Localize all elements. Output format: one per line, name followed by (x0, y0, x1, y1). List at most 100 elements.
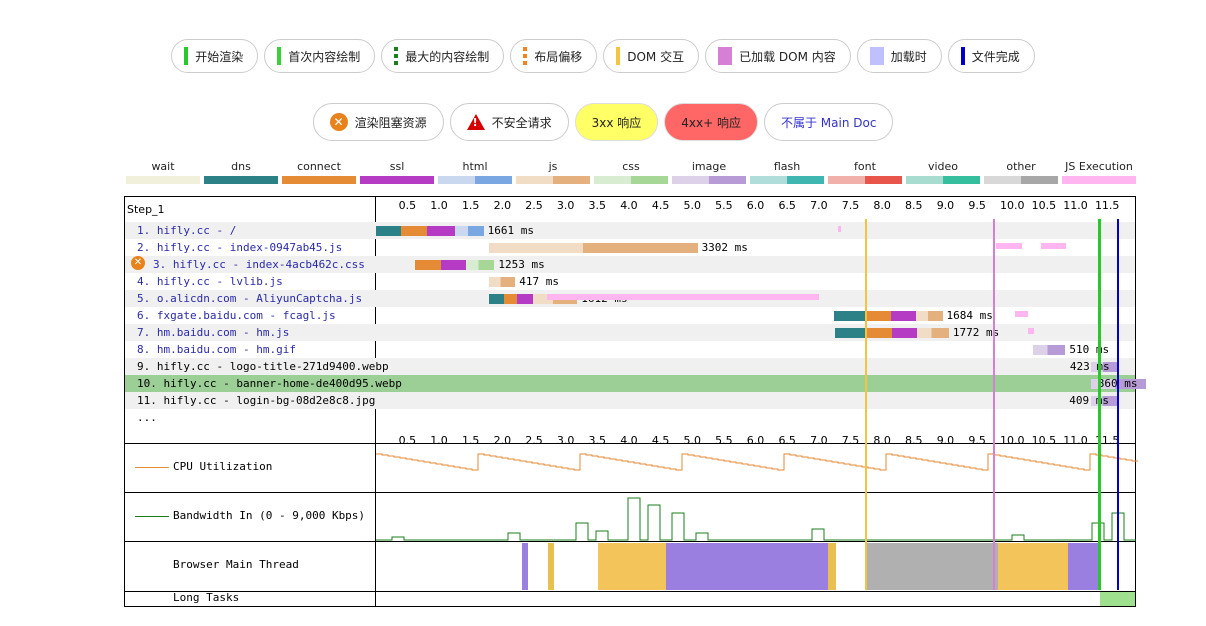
marker-line-icon (616, 47, 621, 65)
request-row[interactable]: 9. hifly.cc - logo-title-271d9400.webp 42… (125, 358, 1135, 375)
legend-label: 加载时 (890, 49, 927, 64)
request-row[interactable]: 6. fxgate.baidu.com - fcagl.js 1684 ms (125, 307, 1135, 324)
axis-tick-label: 3.5 (588, 199, 607, 212)
request-label: 7. hm.baidu.com - hm.js (137, 326, 290, 339)
type-legend-item: html (436, 160, 514, 184)
duration-label: 510 ms (1069, 343, 1110, 356)
type-label: video (927, 160, 959, 173)
request-row[interactable]: 10. hifly.cc - banner-home-de400d95.webp… (125, 375, 1146, 392)
request-label: 9. hifly.cc - logo-title-271d9400.webp (137, 360, 389, 373)
duration-label: 3302 ms (701, 241, 748, 254)
image-download-bar (1091, 362, 1118, 372)
type-legend-item: dns (202, 160, 280, 184)
type-legend-item: JS Execution (1060, 160, 1138, 184)
response-legend: ✕ 渲染阻塞资源! 不安全请求 3xx 响应 4xx+ 响应 不属于 Main Doc (0, 103, 1206, 141)
request-label: 3. hifly.cc - index-4acb462c.css (153, 258, 365, 271)
connect-bar (401, 226, 427, 236)
duration-label: 1772 ms (952, 326, 1000, 339)
type-label: flash (773, 160, 801, 173)
type-label: image (691, 160, 727, 173)
type-label: ssl (389, 160, 405, 173)
request-label: 6. fxgate.baidu.com - fcagl.js (137, 309, 336, 322)
type-swatch (282, 176, 356, 184)
type-swatch (750, 176, 824, 184)
legend-label: DOM 交互 (627, 49, 685, 64)
ssl-bar (517, 294, 533, 304)
legend-pill: 4xx+ 响应 (664, 103, 758, 141)
type-legend-item: image (670, 160, 748, 184)
type-swatch (672, 176, 746, 184)
type-swatch (1062, 176, 1136, 184)
dom-content-loaded-line (993, 219, 996, 590)
type-legend-item: font (826, 160, 904, 184)
dns-bar (833, 311, 866, 321)
connect-bar (865, 311, 891, 321)
axis-tick-label: 5.0 (683, 199, 702, 212)
axis-tick-label: 6.5 (778, 199, 796, 212)
document-complete-line (1116, 219, 1119, 590)
type-label: JS Execution (1065, 160, 1133, 173)
duration-label: 1661 ms (487, 224, 534, 237)
js-download-bar (488, 243, 698, 253)
start-render-line (1097, 219, 1101, 590)
js-execution-bar (996, 243, 1022, 249)
request-row[interactable]: 11. hifly.cc - login-bg-08d2e8c8.jpg 409 … (125, 392, 1135, 409)
type-label: wait (151, 160, 175, 173)
request-row[interactable]: 1. hifly.cc - / 1661 ms (125, 222, 1135, 239)
request-label-column (125, 197, 376, 445)
cpu-legend-line (135, 467, 169, 468)
type-legend-item: js (514, 160, 592, 184)
cpu-utilization-graph (376, 453, 1138, 471)
duration-label: 409 ms (1069, 394, 1109, 407)
request-label: 4. hifly.cc - lvlib.js (137, 275, 283, 288)
warning-icon: ! (466, 114, 485, 130)
axis-tick-label: 5.5 (715, 199, 733, 212)
connect-bar (415, 260, 441, 270)
main-thread-activity (666, 543, 828, 590)
type-label: dns (231, 160, 251, 173)
bandwidth-label: Bandwidth In (0 - 9,000 Kbps) (173, 508, 366, 522)
type-label: other (1006, 160, 1036, 173)
main_thread-label: Browser Main Thread (173, 558, 299, 571)
legend-pill: DOM 交互 (603, 39, 700, 73)
legend-pill: 加载时 (856, 39, 942, 73)
axis-tick-label: 8.5 (905, 199, 923, 212)
dns-bar (376, 226, 402, 236)
js-execution-bar (1040, 243, 1066, 249)
type-label: font (854, 160, 876, 173)
js-download-bar (488, 277, 516, 287)
axis-tick-label: 9.5 (968, 199, 986, 212)
duration-label: 1253 ms (498, 258, 545, 271)
request-row[interactable]: 2. hifly.cc - index-0947ab45.js 3302 ms (125, 239, 1135, 256)
legend-pill: ✕ 渲染阻塞资源 (312, 103, 444, 141)
legend-label: 布局偏移 (534, 49, 583, 64)
marker-line-icon (277, 47, 282, 65)
legend-label: 最大的内容绘制 (405, 49, 490, 64)
request-row[interactable]: ✕ 3. hifly.cc - index-4acb462c.css 1253 ms (125, 256, 1135, 273)
legend-pill: 已加载 DOM 内容 (705, 39, 851, 73)
section-divider (125, 591, 1135, 592)
legend-pill: 文件完成 (947, 39, 1035, 73)
request-row[interactable]: ... (125, 409, 1135, 426)
dns-bar (834, 328, 867, 338)
request-row[interactable]: 4. hifly.cc - lvlib.js 417 ms (125, 273, 1135, 290)
ssl-bar (890, 311, 916, 321)
dns-bar (488, 294, 505, 304)
legend-pill[interactable]: 不属于 Main Doc (763, 103, 894, 141)
request-row[interactable]: 8. hm.baidu.com - hm.gif 510 ms (125, 341, 1135, 358)
main-thread-activity (598, 543, 666, 590)
section-divider (125, 443, 1135, 444)
legend-label: 开始渲染 (195, 49, 244, 64)
ssl-bar (426, 226, 456, 236)
dom-interactive-line (864, 219, 867, 590)
request-label: 8. hm.baidu.com - hm.gif (137, 343, 296, 356)
axis-tick-label: 7.5 (841, 199, 860, 212)
axis-tick-label: 1.0 (430, 199, 448, 212)
main-thread-activity (828, 543, 836, 590)
request-row[interactable]: 7. hm.baidu.com - hm.js 1772 ms (125, 324, 1135, 341)
js-execution-bar (838, 226, 842, 232)
ssl-bar (891, 328, 918, 338)
request-label: 1. hifly.cc - / (137, 224, 237, 237)
bandwidth-graph (376, 497, 1136, 541)
axis-tick-label: 9.0 (936, 199, 955, 212)
